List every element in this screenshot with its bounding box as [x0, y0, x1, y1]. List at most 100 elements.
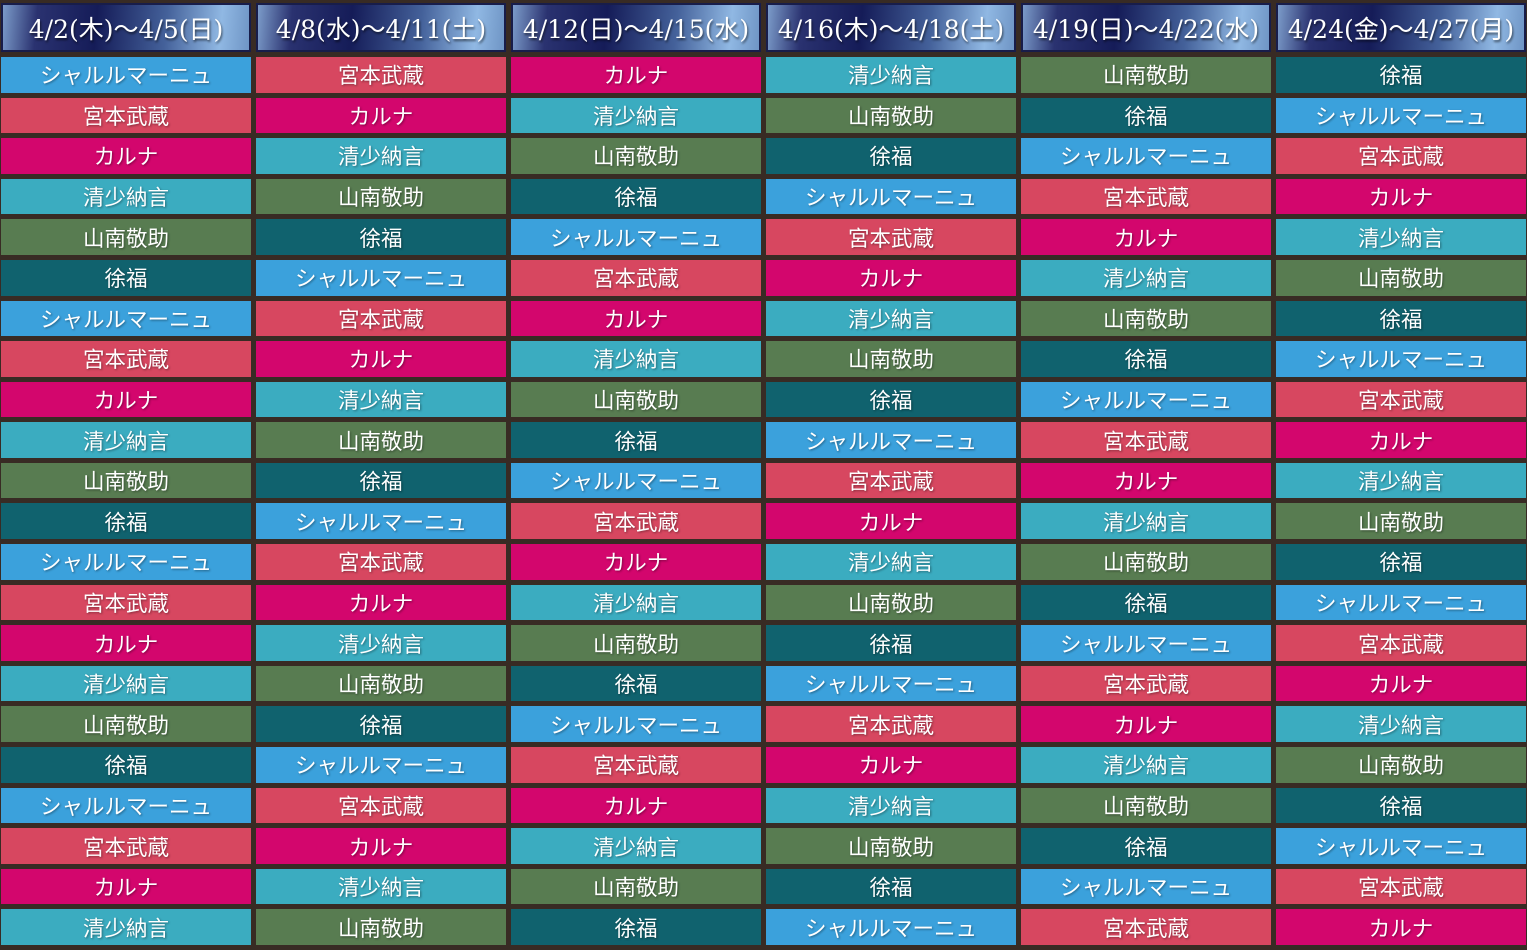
- schedule-cell: 宮本武蔵: [1276, 138, 1526, 174]
- schedule-cell: シャルルマーニュ: [766, 422, 1016, 458]
- schedule-cell: カルナ: [511, 57, 761, 93]
- schedule-cell: カルナ: [511, 544, 761, 580]
- schedule-cell: 宮本武蔵: [1021, 422, 1271, 458]
- schedule-cell: シャルルマーニュ: [1, 300, 251, 337]
- schedule-cell: シャルルマーニュ: [1021, 381, 1271, 418]
- schedule-cell: 清少納言: [1, 665, 251, 702]
- schedule-cell: シャルルマーニュ: [256, 259, 506, 296]
- schedule-cell: 宮本武蔵: [766, 219, 1016, 255]
- schedule-cell: カルナ: [766, 503, 1016, 540]
- schedule-cell: 徐福: [766, 138, 1016, 174]
- schedule-cell: シャルルマーニュ: [1276, 828, 1526, 864]
- schedule-cell: シャルルマーニュ: [766, 178, 1016, 215]
- schedule-cell: シャルルマーニュ: [1276, 584, 1526, 621]
- schedule-cell: カルナ: [1276, 909, 1526, 945]
- schedule-cell: 宮本武蔵: [256, 57, 506, 93]
- schedule-cell: シャルルマーニュ: [511, 219, 761, 255]
- schedule-cell: 清少納言: [766, 57, 1016, 93]
- schedule-cell: カルナ: [1021, 706, 1271, 743]
- schedule-cell: 宮本武蔵: [766, 462, 1016, 499]
- schedule-cell: 山南敬助: [256, 665, 506, 702]
- schedule-cell: 宮本武蔵: [1, 828, 251, 864]
- schedule-cell: 徐福: [766, 381, 1016, 418]
- schedule-cell: シャルルマーニュ: [511, 462, 761, 499]
- schedule-cell: 清少納言: [1, 909, 251, 945]
- schedule-cell: 徐福: [1276, 300, 1526, 337]
- schedule-cell: 山南敬助: [766, 584, 1016, 621]
- schedule-cell: 宮本武蔵: [1021, 178, 1271, 215]
- schedule-cell: 山南敬助: [1, 219, 251, 255]
- schedule-cell: 宮本武蔵: [511, 259, 761, 296]
- schedule-cell: カルナ: [1021, 462, 1271, 499]
- schedule-cell: 清少納言: [256, 625, 506, 661]
- schedule-cell: 徐福: [1021, 584, 1271, 621]
- schedule-cell: シャルルマーニュ: [1021, 138, 1271, 174]
- schedule-cell: 清少納言: [511, 584, 761, 621]
- schedule-cell: カルナ: [1276, 178, 1526, 215]
- schedule-cell: 徐福: [256, 219, 506, 255]
- schedule-cell: カルナ: [511, 300, 761, 337]
- schedule-cell: 宮本武蔵: [1, 97, 251, 134]
- schedule-cell: 宮本武蔵: [1021, 665, 1271, 702]
- schedule-cell: 山南敬助: [511, 381, 761, 418]
- schedule-cell: 山南敬助: [1021, 57, 1271, 93]
- schedule-cell: 山南敬助: [1021, 544, 1271, 580]
- schedule-cell: 清少納言: [256, 138, 506, 174]
- schedule-cell: 徐福: [1276, 57, 1526, 93]
- schedule-cell: シャルルマーニュ: [1276, 341, 1526, 377]
- schedule-cell: 清少納言: [511, 97, 761, 134]
- schedule-cell: カルナ: [1276, 422, 1526, 458]
- schedule-cell: 清少納言: [256, 868, 506, 905]
- schedule-cell: 宮本武蔵: [1021, 909, 1271, 945]
- schedule-cell: シャルルマーニュ: [1, 544, 251, 580]
- schedule-cell: 山南敬助: [511, 868, 761, 905]
- schedule-cell: カルナ: [256, 341, 506, 377]
- schedule-cell: 徐福: [1276, 787, 1526, 824]
- schedule-cell: 徐福: [1, 747, 251, 783]
- schedule-cell: 清少納言: [511, 828, 761, 864]
- schedule-cell: 清少納言: [1276, 706, 1526, 743]
- schedule-cell: シャルルマーニュ: [1276, 97, 1526, 134]
- schedule-cell: 山南敬助: [1276, 503, 1526, 540]
- schedule-cell: カルナ: [1, 381, 251, 418]
- schedule-cell: 徐福: [1021, 341, 1271, 377]
- schedule-cell: シャルルマーニュ: [766, 665, 1016, 702]
- schedule-cell: 徐福: [766, 868, 1016, 905]
- schedule-cell: カルナ: [256, 97, 506, 134]
- schedule-cell: 宮本武蔵: [1276, 868, 1526, 905]
- schedule-cell: シャルルマーニュ: [1021, 868, 1271, 905]
- schedule-cell: 徐福: [511, 909, 761, 945]
- schedule-cell: 宮本武蔵: [1276, 381, 1526, 418]
- schedule-cell: 徐福: [1, 259, 251, 296]
- schedule-cell: 徐福: [511, 422, 761, 458]
- schedule-cell: 清少納言: [1021, 503, 1271, 540]
- schedule-cell: 清少納言: [766, 544, 1016, 580]
- schedule-cell: シャルルマーニュ: [256, 747, 506, 783]
- schedule-cell: 清少納言: [1276, 219, 1526, 255]
- schedule-cell: 宮本武蔵: [511, 747, 761, 783]
- schedule-cell: 宮本武蔵: [1, 584, 251, 621]
- schedule-cell: 清少納言: [511, 341, 761, 377]
- schedule-cell: カルナ: [1276, 665, 1526, 702]
- schedule-cell: 徐福: [256, 706, 506, 743]
- schedule-cell: 山南敬助: [256, 422, 506, 458]
- schedule-cell: 山南敬助: [1021, 300, 1271, 337]
- schedule-cell: シャルルマーニュ: [511, 706, 761, 743]
- schedule-cell: シャルルマーニュ: [1, 787, 251, 824]
- schedule-cell: 徐福: [766, 625, 1016, 661]
- schedule-cell: 山南敬助: [766, 828, 1016, 864]
- schedule-cell: カルナ: [1, 625, 251, 661]
- schedule-cell: 宮本武蔵: [766, 706, 1016, 743]
- schedule-cell: 山南敬助: [1276, 747, 1526, 783]
- schedule-cell: 宮本武蔵: [1276, 625, 1526, 661]
- schedule-cell: 山南敬助: [511, 625, 761, 661]
- schedule-cell: 清少納言: [1, 178, 251, 215]
- schedule-cell: シャルルマーニュ: [1, 57, 251, 93]
- schedule-cell: 徐福: [1021, 828, 1271, 864]
- schedule-cell: 徐福: [511, 665, 761, 702]
- schedule-cell: 宮本武蔵: [256, 787, 506, 824]
- column-header-5: 4/19(日)〜4/22(水): [1021, 3, 1271, 52]
- column-header-3: 4/12(日)〜4/15(水): [511, 3, 761, 52]
- schedule-cell: 清少納言: [1021, 259, 1271, 296]
